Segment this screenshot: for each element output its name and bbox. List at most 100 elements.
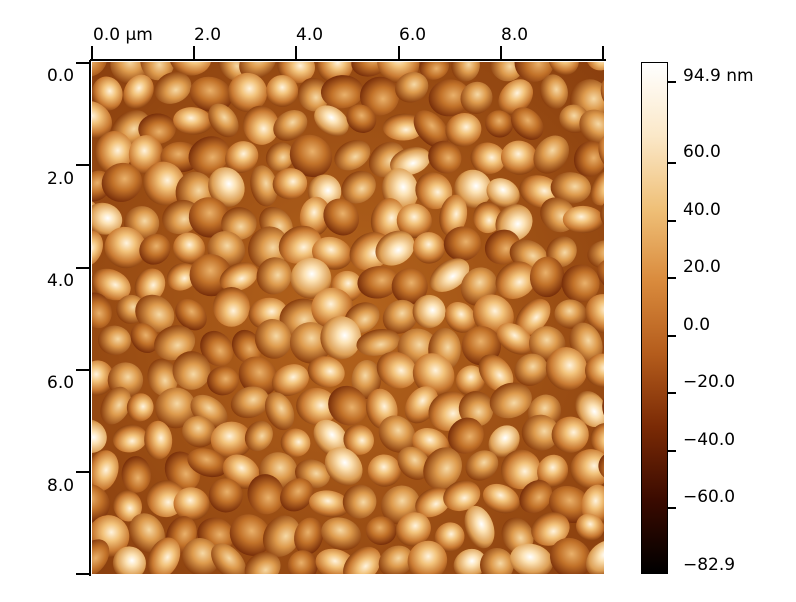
grain [166,262,197,291]
grain [123,74,154,110]
grain [341,170,376,204]
grain [562,205,604,234]
colorbar-tick [668,335,676,337]
grain [229,514,272,556]
grain [294,517,324,555]
grain [495,261,537,299]
grain [575,390,604,428]
grain [228,72,268,113]
grain [287,550,318,574]
grain [396,512,431,547]
grain [415,487,451,518]
grain [451,62,480,82]
grain [231,329,262,364]
grain [496,322,533,355]
grain [465,450,499,481]
grain [230,386,270,419]
grain [92,230,103,268]
top-axis-tick [602,46,604,60]
grain [250,165,278,207]
grain [587,240,604,269]
grain [454,169,492,208]
y-tick-label: 8.0 [47,476,75,496]
grain [112,546,146,574]
grain [391,268,428,305]
grain [531,512,570,546]
grain [455,365,485,396]
grain [98,325,131,356]
top-axis-line [90,59,606,61]
grain [254,319,292,359]
colorbar-tick [668,162,676,164]
grain [155,387,197,429]
height-colorbar [641,62,668,574]
grain [324,447,363,486]
x-tick-label: 2.0 [194,25,222,45]
grain [280,428,311,457]
grain [550,172,591,204]
grain [243,105,279,145]
grain [521,414,560,451]
grain [443,480,481,512]
grain [143,161,185,206]
grain [423,447,462,490]
grain [262,515,301,557]
colorbar-tick [668,392,676,394]
grain [453,548,486,574]
grain [314,105,349,137]
grain [356,328,400,356]
y-tick-label: 4.0 [47,271,75,291]
top-axis-tick [193,46,195,60]
grain [561,264,600,303]
grain [320,316,362,360]
grain [309,490,350,518]
grain [296,387,338,426]
grain [537,454,569,488]
grain [479,548,514,574]
grain [376,351,417,389]
grain [182,415,216,448]
grain [320,75,364,109]
colorbar-label: 40.0 [683,200,721,220]
colorbar-tick [668,507,676,509]
grain [244,420,273,452]
grain [550,537,592,574]
grain [162,199,201,235]
grain [290,257,332,299]
grain [412,353,455,396]
grain [342,484,377,519]
x-tick-label: 4.0 [296,25,324,45]
grain [551,416,589,453]
grain [140,62,175,81]
grain [92,539,110,574]
grain [208,167,245,207]
grain [415,172,453,210]
grain [135,294,175,333]
grain [489,382,532,419]
grain [428,79,471,117]
grain [586,62,604,71]
grain [382,299,418,334]
grain [367,454,401,487]
grain [365,516,397,546]
grain [266,75,299,107]
grain [130,323,159,354]
grain [92,292,112,329]
left-axis-tick [76,62,90,64]
grain [590,422,604,455]
grain [187,448,229,478]
grain [134,268,166,303]
grain [498,79,534,115]
grain [173,107,213,135]
grain [297,77,330,112]
grain [278,225,322,264]
top-axis-tick [398,46,400,60]
grain [188,197,230,238]
grain [247,474,285,515]
left-axis-tick [76,267,90,269]
y-tick-label: 2.0 [47,169,75,189]
colorbar-label: −40.0 [683,430,736,450]
grain [460,81,493,114]
grain [188,136,230,174]
colorbar-label: 0.0 [683,315,711,335]
